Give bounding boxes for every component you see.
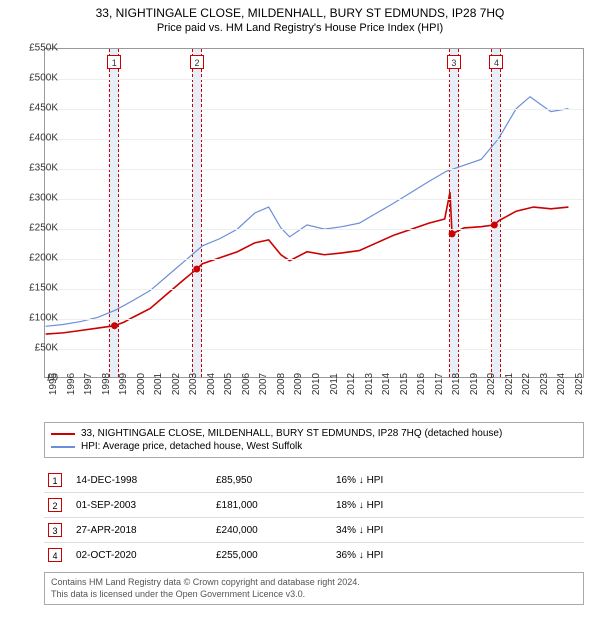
transaction-row: 1 14-DEC-1998£85,95016% ↓ HPI [44,468,584,493]
x-axis-label: 2020 [486,373,497,395]
series-line-property [46,192,569,334]
x-axis-label: 2022 [521,373,532,395]
gridline-h [45,349,583,350]
footer-attribution: Contains HM Land Registry data © Crown c… [44,572,584,605]
gridline-h [45,229,583,230]
x-axis-label: 2004 [206,373,217,395]
x-axis-label: 2011 [329,373,340,395]
y-axis-label: £550K [29,43,58,54]
chart-lines-svg [45,49,583,377]
transaction-marker: 4 [48,548,62,562]
legend-swatch [51,446,75,448]
transaction-price: £85,950 [216,475,336,486]
x-axis-label: 2005 [223,373,234,395]
transaction-marker: 2 [48,498,62,512]
y-axis-label: £150K [29,283,58,294]
x-axis-label: 2021 [504,373,515,395]
gridline-h [45,319,583,320]
x-axis-label: 1998 [101,373,112,395]
y-axis-label: £50K [35,343,58,354]
x-axis-label: 2023 [539,373,550,395]
sale-dot [491,221,498,228]
x-axis-label: 2000 [136,373,147,395]
y-axis-label: £200K [29,253,58,264]
x-axis-label: 2015 [399,373,410,395]
x-axis-label: 2014 [381,373,392,395]
x-axis-label: 2013 [364,373,375,395]
transactions-table: 1 14-DEC-1998£85,95016% ↓ HPI 2 01-SEP-2003… [44,468,584,567]
gridline-h [45,139,583,140]
chart-subtitle: Price paid vs. HM Land Registry's House … [0,20,600,38]
x-axis-label: 2006 [241,373,252,395]
gridline-h [45,259,583,260]
transaction-date: 14-DEC-1998 [76,475,216,486]
gridline-h [45,199,583,200]
x-axis-label: 2001 [153,373,164,395]
sale-marker-number: 4 [489,55,503,69]
legend-row: 33, NIGHTINGALE CLOSE, MILDENHALL, BURY … [51,427,577,440]
x-axis-label: 2010 [311,373,322,395]
transaction-delta: 16% ↓ HPI [336,475,456,486]
x-axis-label: 1999 [118,373,129,395]
transaction-delta: 18% ↓ HPI [336,500,456,511]
sale-dot [111,322,118,329]
y-axis-label: £100K [29,313,58,324]
x-axis-label: 2017 [434,373,445,395]
x-axis-label: 2016 [416,373,427,395]
transaction-price: £240,000 [216,525,336,536]
x-axis-label: 2002 [171,373,182,395]
transaction-price: £255,000 [216,550,336,561]
y-axis-label: £400K [29,133,58,144]
x-axis-label: 2024 [556,373,567,395]
transaction-date: 01-SEP-2003 [76,500,216,511]
y-axis-label: £450K [29,103,58,114]
transaction-date: 27-APR-2018 [76,525,216,536]
x-axis-label: 2019 [469,373,480,395]
transaction-delta: 34% ↓ HPI [336,525,456,536]
transaction-delta: 36% ↓ HPI [336,550,456,561]
transaction-date: 02-OCT-2020 [76,550,216,561]
x-axis-label: 2009 [293,373,304,395]
y-axis-label: £350K [29,163,58,174]
x-axis-label: 2003 [188,373,199,395]
transaction-row: 4 02-OCT-2020£255,00036% ↓ HPI [44,543,584,567]
chart-title: 33, NIGHTINGALE CLOSE, MILDENHALL, BURY … [0,0,600,20]
x-axis-label: 2007 [258,373,269,395]
footer-line-2: This data is licensed under the Open Gov… [51,589,577,601]
footer-line-1: Contains HM Land Registry data © Crown c… [51,577,577,589]
x-axis-label: 1997 [83,373,94,395]
transaction-row: 3 27-APR-2018£240,00034% ↓ HPI [44,518,584,543]
legend-label: HPI: Average price, detached house, West… [81,441,302,452]
chart-plot-area: 1 2 3 4 [44,48,584,378]
sale-dot [193,266,200,273]
sale-dot [449,230,456,237]
sale-marker-number: 3 [447,55,461,69]
x-axis-label: 1996 [66,373,77,395]
series-line-hpi [46,97,569,327]
x-axis-label: 2012 [346,373,357,395]
y-axis-label: £500K [29,73,58,84]
gridline-h [45,79,583,80]
gridline-h [45,289,583,290]
x-axis-label: 2018 [451,373,462,395]
transaction-marker: 3 [48,523,62,537]
gridline-h [45,169,583,170]
gridline-h [45,109,583,110]
x-axis-label: 2025 [574,373,585,395]
sale-marker-number: 1 [107,55,121,69]
legend-swatch [51,433,75,435]
legend-box: 33, NIGHTINGALE CLOSE, MILDENHALL, BURY … [44,422,584,458]
y-axis-label: £250K [29,223,58,234]
x-axis-label: 2008 [276,373,287,395]
legend-label: 33, NIGHTINGALE CLOSE, MILDENHALL, BURY … [81,428,502,439]
x-axis-label: 1995 [48,373,59,395]
legend-row: HPI: Average price, detached house, West… [51,440,577,453]
y-axis-label: £300K [29,193,58,204]
transaction-marker: 1 [48,473,62,487]
transaction-price: £181,000 [216,500,336,511]
sale-marker-number: 2 [190,55,204,69]
transaction-row: 2 01-SEP-2003£181,00018% ↓ HPI [44,493,584,518]
